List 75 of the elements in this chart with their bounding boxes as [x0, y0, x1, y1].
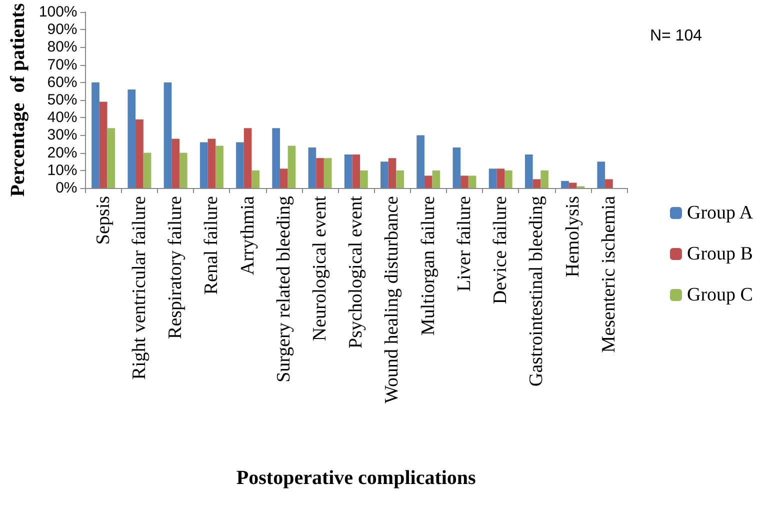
bar	[92, 82, 100, 188]
bar	[496, 168, 505, 188]
bar	[380, 162, 388, 188]
bar	[597, 162, 606, 188]
bar	[252, 170, 260, 188]
y-tick-label: 0%	[56, 180, 78, 196]
y-tick-label: 30%	[47, 126, 78, 144]
y-tick-label: 90%	[47, 21, 78, 38]
bar	[128, 89, 136, 188]
bar	[99, 102, 108, 188]
x-tick-label: Neurological event	[310, 195, 331, 342]
bar	[244, 128, 252, 188]
x-tick-label: Arrythmia	[237, 195, 258, 276]
x-tick-label: Right ventricular failure	[128, 196, 150, 380]
text: N= 104	[650, 28, 702, 44]
bar	[460, 176, 468, 188]
x-tick-label: Liver failure	[454, 196, 475, 292]
y-tick-label: 10%	[47, 162, 78, 179]
x-tick-label: Wound healing disturbance	[382, 196, 403, 404]
x-tick-label: Device failure	[490, 196, 512, 304]
bar	[143, 152, 152, 188]
x-tick-label: Sepsis	[92, 196, 114, 245]
bar	[488, 168, 497, 188]
y-tick-label: 100%	[38, 4, 78, 20]
bar	[396, 170, 404, 188]
bar	[524, 154, 533, 188]
legend-label: Group A	[686, 202, 754, 224]
bar	[568, 182, 577, 188]
x-tick-label: Psychological event	[346, 195, 367, 348]
bar	[288, 146, 296, 188]
bar	[424, 176, 432, 188]
bar	[360, 170, 368, 188]
bar	[388, 158, 396, 188]
bar	[324, 158, 332, 188]
legend-label: Group C	[686, 284, 753, 306]
y-tick-label: 50%	[47, 92, 78, 108]
x-tick-label: Gastrointestinal bleeding	[526, 196, 548, 386]
bar	[352, 154, 360, 188]
y-tick-label: 70%	[47, 56, 78, 74]
bar	[605, 179, 613, 188]
bar	[208, 138, 216, 188]
bar	[416, 135, 424, 188]
bar	[468, 176, 476, 188]
bar	[561, 180, 569, 188]
x-tick-label: Renal failure	[201, 196, 222, 295]
bar	[308, 148, 316, 188]
y-tick-label: 80%	[47, 38, 78, 56]
y-tick-label: 60%	[47, 74, 78, 91]
bar	[136, 119, 144, 188]
bar	[540, 170, 548, 188]
y-tick-label: 20%	[47, 144, 78, 162]
x-axis-title: Postoperative complications	[236, 467, 476, 489]
x-tick-label: Multiorgan failure	[418, 196, 439, 336]
bar	[344, 154, 352, 188]
bar	[272, 128, 280, 188]
bar	[432, 170, 440, 188]
bar	[172, 138, 180, 188]
bar	[107, 128, 116, 188]
bar	[452, 148, 461, 188]
bar	[280, 168, 288, 188]
x-tick-label: Hemolysis	[562, 196, 584, 278]
bar	[504, 170, 512, 188]
x-tick-label: Respiratory failure	[165, 196, 186, 339]
x-tick-label: Mesenteric ischemia	[598, 195, 620, 353]
bar	[164, 82, 172, 188]
y-axis-title: Percentage of patients	[7, 3, 29, 197]
bar	[236, 142, 244, 188]
bar	[532, 179, 541, 188]
bar	[316, 158, 324, 188]
legend-label: Group B	[686, 244, 753, 264]
y-tick-label: 40%	[47, 109, 78, 126]
bar	[216, 146, 224, 188]
x-tick-label: Surgery related bleeding	[273, 196, 294, 382]
bar	[179, 152, 188, 188]
bar	[200, 142, 208, 188]
